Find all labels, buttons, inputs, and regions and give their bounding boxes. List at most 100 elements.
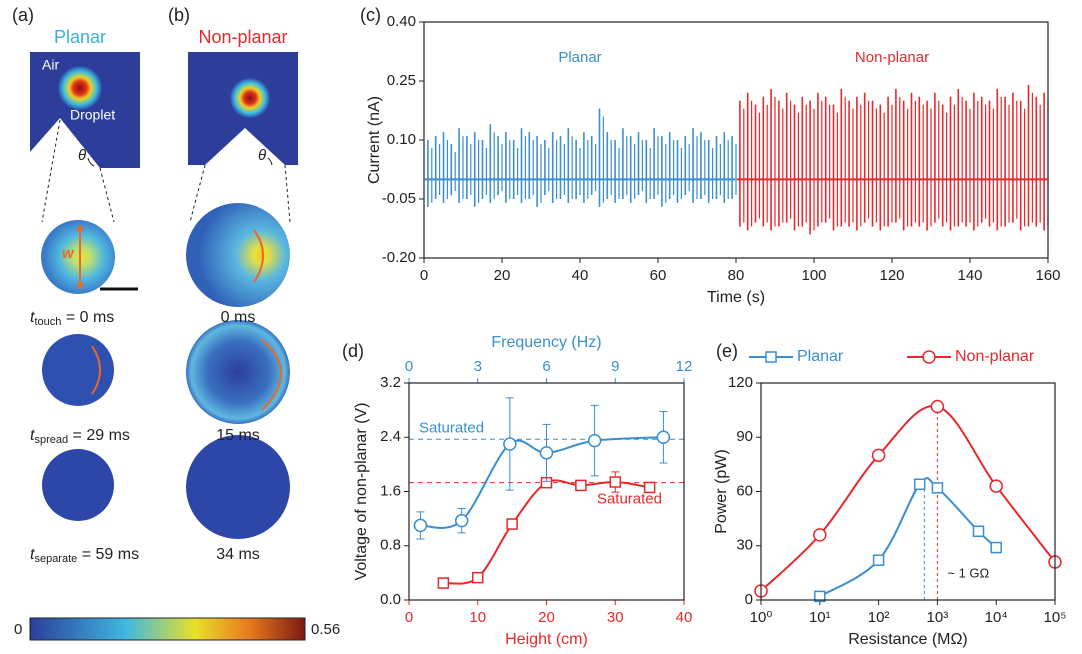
x-tick-label: 100 bbox=[801, 267, 826, 284]
droplet bbox=[42, 449, 114, 521]
y-tick-label: 0.10 bbox=[387, 131, 416, 148]
panel-label: (a) bbox=[12, 5, 34, 25]
y-tick-label: 1.6 bbox=[380, 482, 401, 499]
x2-axis-title: Frequency (Hz) bbox=[491, 334, 601, 351]
marker bbox=[414, 519, 426, 531]
colorbar-min: 0 bbox=[14, 621, 22, 638]
marker bbox=[657, 431, 669, 443]
y-tick-label: 2.4 bbox=[380, 428, 401, 445]
y-tick-label: -0.20 bbox=[382, 249, 416, 266]
series-label: Non-planar bbox=[855, 49, 929, 66]
caption: ttouch = 0 ms bbox=[30, 309, 114, 328]
droplet bbox=[186, 320, 290, 424]
x-tick-label: 20 bbox=[494, 267, 511, 284]
marker bbox=[990, 480, 1002, 492]
caption: tseparate = 59 ms bbox=[30, 546, 139, 565]
marker bbox=[991, 543, 1001, 553]
zoom-line bbox=[100, 168, 114, 222]
panel-label: (d) bbox=[342, 341, 364, 361]
marker bbox=[589, 435, 601, 447]
marker bbox=[507, 519, 517, 529]
marker bbox=[915, 479, 925, 489]
marker bbox=[814, 529, 826, 541]
x-tick-label: 20 bbox=[538, 609, 555, 626]
y-tick-label: 3.2 bbox=[380, 374, 401, 391]
droplet bbox=[41, 220, 115, 294]
y-tick-label: 0.8 bbox=[380, 537, 401, 554]
y-tick-label: 60 bbox=[736, 482, 753, 499]
y-tick-label: 0.25 bbox=[387, 72, 416, 89]
marker bbox=[610, 477, 620, 487]
series-label: Planar bbox=[558, 49, 601, 66]
x-tick-label: 10 bbox=[469, 609, 486, 626]
marker bbox=[874, 555, 884, 565]
reference-label: Saturated bbox=[419, 419, 484, 436]
width-label: w bbox=[62, 245, 75, 262]
x-tick-label: 0 bbox=[420, 267, 428, 284]
y-tick-label: -0.05 bbox=[382, 190, 416, 207]
x-tick-label: 40 bbox=[676, 609, 693, 626]
droplet-blob bbox=[230, 78, 270, 118]
x-tick-label: 0 bbox=[405, 609, 413, 626]
x-tick-label: 10⁰ bbox=[750, 609, 773, 626]
x-axis-title: Height (cm) bbox=[505, 631, 588, 648]
y-tick-label: 0.0 bbox=[380, 591, 401, 608]
image-label: Droplet bbox=[70, 107, 115, 123]
x-tick-label: 160 bbox=[1035, 267, 1060, 284]
panel-label: (e) bbox=[716, 341, 738, 361]
x2-tick-label: 3 bbox=[474, 358, 482, 375]
marker bbox=[932, 483, 942, 493]
x2-tick-label: 6 bbox=[542, 358, 550, 375]
marker bbox=[576, 480, 586, 490]
caption: tspread = 29 ms bbox=[30, 427, 130, 446]
panel-title: Planar bbox=[54, 27, 106, 47]
marker bbox=[541, 447, 553, 459]
panel-label: (b) bbox=[168, 5, 190, 25]
legend-label: Planar bbox=[797, 348, 844, 365]
caption: 0 ms bbox=[221, 309, 256, 326]
legend-marker bbox=[766, 352, 776, 362]
x2-tick-label: 12 bbox=[676, 358, 693, 375]
y-axis-title: Voltage of non-planar (V) bbox=[353, 403, 370, 581]
figure: (a) Planar Air Droplet θ w ttouch = 0 ms… bbox=[0, 0, 1082, 654]
caption-part: spread bbox=[34, 434, 68, 446]
image-label: Air bbox=[42, 57, 59, 73]
legend-label: Non-planar bbox=[955, 348, 1035, 365]
annotation: ~ 1 GΩ bbox=[947, 565, 989, 580]
x-tick-label: 10³ bbox=[927, 609, 949, 626]
legend-marker bbox=[923, 351, 935, 363]
angle-label: θ bbox=[78, 147, 86, 164]
marker bbox=[931, 401, 943, 413]
marker bbox=[504, 438, 516, 450]
x-tick-label: 80 bbox=[728, 267, 745, 284]
y-tick-label: 0.40 bbox=[387, 13, 416, 30]
panel-title: Non-planar bbox=[198, 27, 287, 47]
caption: 34 ms bbox=[216, 546, 260, 563]
droplet bbox=[186, 203, 290, 307]
caption-part: = 59 ms bbox=[77, 546, 139, 563]
angle-label: θ bbox=[258, 147, 266, 164]
y-tick-label: 120 bbox=[728, 374, 753, 391]
reference-label: Saturated bbox=[597, 491, 662, 508]
x-tick-label: 140 bbox=[957, 267, 982, 284]
marker bbox=[645, 482, 655, 492]
x-tick-label: 10⁴ bbox=[985, 609, 1008, 626]
marker bbox=[473, 573, 483, 583]
marker bbox=[438, 578, 448, 588]
x-axis-title: Time (s) bbox=[707, 289, 765, 306]
x-tick-label: 30 bbox=[607, 609, 624, 626]
y-axis-title: Power (pW) bbox=[713, 449, 730, 533]
x2-tick-label: 9 bbox=[611, 358, 619, 375]
x2-tick-label: 0 bbox=[405, 358, 413, 375]
x-tick-label: 10¹ bbox=[809, 609, 831, 626]
plot-frame bbox=[761, 383, 1055, 600]
x-tick-label: 10⁵ bbox=[1044, 609, 1067, 626]
x-tick-label: 40 bbox=[572, 267, 589, 284]
caption: 15 ms bbox=[216, 427, 260, 444]
zoom-line bbox=[190, 165, 205, 222]
x-axis-title: Resistance (MΩ) bbox=[848, 631, 968, 648]
x-tick-label: 60 bbox=[650, 267, 667, 284]
droplet bbox=[186, 435, 290, 539]
y-axis-title: Current (nA) bbox=[366, 96, 383, 184]
y-tick-label: 90 bbox=[736, 428, 753, 445]
